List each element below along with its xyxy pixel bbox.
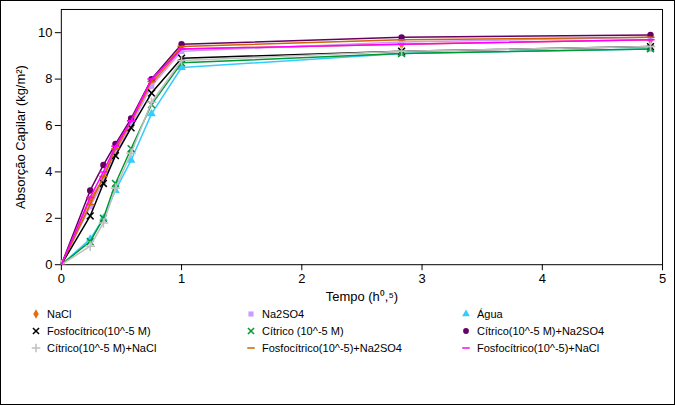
svg-text:4: 4 <box>539 271 546 286</box>
svg-text:0: 0 <box>45 257 52 272</box>
svg-text:5: 5 <box>659 271 666 286</box>
svg-text:Tempo (h⁰,⁵): Tempo (h⁰,⁵) <box>326 289 398 304</box>
html-text:NaCl: NaCl <box>47 308 72 321</box>
svg-text:2: 2 <box>298 271 305 286</box>
svg-text:3: 3 <box>418 271 425 286</box>
html-text:Na2SO4: Na2SO4 <box>262 308 305 321</box>
html-text:Água: Água <box>477 308 503 321</box>
svg-text:1: 1 <box>178 271 185 286</box>
svg-text:Absorção Capilar (kg/m²): Absorção Capilar (kg/m²) <box>13 65 28 209</box>
html-text:Cítrico(10^-5 M)+NaCl: Cítrico(10^-5 M)+NaCl <box>47 342 157 355</box>
html-text:Cítrico(10^-5 M)+Na2SO4: Cítrico(10^-5 M)+Na2SO4 <box>477 325 605 338</box>
html-text:Fosfocítrico(10^-5)+NaCl: Fosfocítrico(10^-5)+NaCl <box>477 342 600 355</box>
svg-text:2: 2 <box>45 210 52 225</box>
html-text:Fosfocítrico(10^-5)+Na2SO4: Fosfocítrico(10^-5)+Na2SO4 <box>262 342 402 355</box>
svg-text:10: 10 <box>38 25 52 40</box>
svg-text:8: 8 <box>45 71 52 86</box>
html-text:Cítrico (10^-5 M): Cítrico (10^-5 M) <box>262 325 344 338</box>
svg-text:6: 6 <box>45 118 52 133</box>
html-text:Fosfocítrico(10^-5 M): Fosfocítrico(10^-5 M) <box>47 325 151 338</box>
svg-text:4: 4 <box>45 164 52 179</box>
svg-text:0: 0 <box>58 271 65 286</box>
